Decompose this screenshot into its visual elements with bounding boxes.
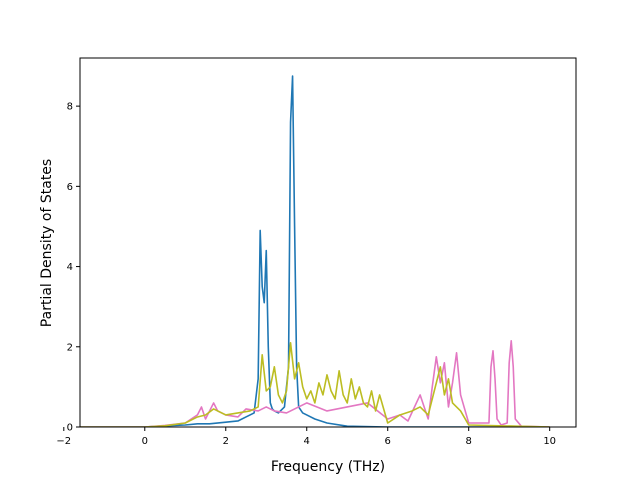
series-line-2 — [80, 339, 550, 427]
y-tick-label: 4 — [67, 262, 73, 273]
y-tick-label: 0 — [67, 423, 73, 434]
x-tick-label: 0 — [142, 436, 148, 447]
axes-frame — [79, 57, 577, 428]
y-tick-label: 6 — [67, 182, 73, 193]
x-tick-label: 10 — [543, 436, 556, 447]
plot-area — [80, 75, 550, 427]
x-tick-label: 6 — [385, 436, 391, 447]
x-tick-label: 4 — [304, 436, 310, 447]
y-axis-label: Partial Density of States — [39, 159, 55, 327]
series-line-1 — [80, 75, 550, 427]
series-line-3 — [80, 341, 550, 427]
x-axis-label: Frequency (THz) — [271, 459, 385, 475]
y-tick-label: 8 — [67, 102, 73, 113]
series-group — [80, 75, 550, 427]
axes: −2 0 2 4 6 8 10 0 2 4 6 8 — [56, 57, 577, 447]
x-tick-label: 2 — [223, 436, 229, 447]
x-tick-label: −2 — [56, 436, 71, 447]
y-tick-label: 2 — [67, 342, 73, 353]
x-tick-label: 8 — [466, 436, 472, 447]
